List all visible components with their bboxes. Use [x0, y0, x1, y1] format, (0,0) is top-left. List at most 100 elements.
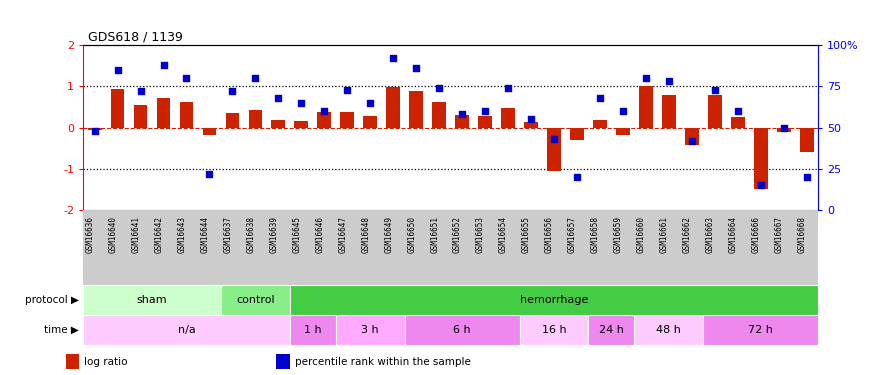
Bar — [616, 128, 630, 135]
Bar — [220, 285, 290, 315]
Point — [88, 128, 102, 134]
Bar — [271, 120, 285, 128]
Point — [524, 116, 538, 122]
Text: GSM16644: GSM16644 — [200, 216, 209, 253]
Point — [134, 88, 148, 94]
Bar — [294, 122, 308, 128]
Text: protocol ▶: protocol ▶ — [24, 295, 79, 305]
Bar — [708, 95, 722, 128]
Text: GSM16640: GSM16640 — [108, 216, 117, 253]
Text: 24 h: 24 h — [599, 325, 624, 335]
Point — [179, 75, 193, 81]
Bar — [404, 315, 520, 345]
Text: GSM16643: GSM16643 — [178, 216, 186, 253]
Point — [639, 75, 653, 81]
Text: sham: sham — [136, 295, 167, 305]
Point — [616, 108, 630, 114]
Text: GSM16646: GSM16646 — [315, 216, 325, 253]
Text: GSM16667: GSM16667 — [774, 216, 784, 253]
Text: time ▶: time ▶ — [44, 325, 79, 335]
Bar — [290, 315, 336, 345]
Bar — [662, 95, 676, 128]
Text: log ratio: log ratio — [84, 357, 128, 367]
Text: GDS618 / 1139: GDS618 / 1139 — [88, 30, 182, 43]
Text: GSM16666: GSM16666 — [752, 216, 760, 253]
Point — [455, 111, 469, 117]
Point — [731, 108, 745, 114]
Bar — [593, 120, 607, 128]
Bar — [455, 115, 469, 128]
Text: GSM16656: GSM16656 — [545, 216, 554, 253]
Point — [662, 78, 676, 84]
Bar — [704, 315, 818, 345]
Text: GSM16638: GSM16638 — [247, 216, 255, 253]
Point — [777, 124, 791, 130]
Point — [547, 136, 561, 142]
Bar — [410, 91, 423, 128]
Text: GSM16654: GSM16654 — [499, 216, 508, 253]
Bar — [634, 315, 704, 345]
Bar — [731, 117, 745, 128]
Text: 3 h: 3 h — [361, 325, 379, 335]
Bar — [290, 285, 818, 315]
Text: control: control — [236, 295, 275, 305]
Bar — [336, 315, 404, 345]
Point — [271, 95, 285, 101]
Point — [478, 108, 492, 114]
Text: GSM16639: GSM16639 — [270, 216, 278, 253]
Point — [157, 62, 171, 68]
Bar — [501, 108, 514, 128]
Bar — [589, 315, 634, 345]
Bar — [639, 86, 653, 128]
Text: 1 h: 1 h — [304, 325, 322, 335]
Bar — [248, 110, 262, 128]
Text: GSM16663: GSM16663 — [706, 216, 715, 253]
Text: GSM16647: GSM16647 — [339, 216, 347, 253]
Text: 72 h: 72 h — [748, 325, 774, 335]
Point — [685, 138, 699, 144]
Bar — [520, 315, 589, 345]
Text: GSM16668: GSM16668 — [798, 216, 807, 253]
Bar — [432, 102, 446, 128]
Text: GSM16645: GSM16645 — [292, 216, 301, 253]
Text: GSM16648: GSM16648 — [361, 216, 370, 253]
Text: GSM16636: GSM16636 — [86, 216, 94, 253]
Text: GSM16657: GSM16657 — [568, 216, 577, 253]
Point — [110, 67, 124, 73]
Text: GSM16658: GSM16658 — [591, 216, 600, 253]
Point — [501, 85, 515, 91]
Point — [340, 87, 354, 93]
Bar — [754, 128, 767, 189]
Text: GSM16662: GSM16662 — [682, 216, 692, 253]
Text: GSM16659: GSM16659 — [614, 216, 623, 253]
Point — [410, 65, 423, 71]
Bar — [387, 87, 400, 128]
Point — [800, 174, 814, 180]
Point — [593, 95, 607, 101]
Text: 48 h: 48 h — [656, 325, 682, 335]
Bar — [276, 354, 290, 369]
Text: GSM16653: GSM16653 — [476, 216, 485, 253]
Text: GSM16664: GSM16664 — [729, 216, 738, 253]
Point — [570, 174, 584, 180]
Bar — [83, 315, 290, 345]
Bar — [83, 285, 220, 315]
Text: hemorrhage: hemorrhage — [520, 295, 588, 305]
Text: GSM16642: GSM16642 — [155, 216, 164, 253]
Point — [294, 100, 308, 106]
Text: GSM16661: GSM16661 — [660, 216, 668, 253]
Text: GSM16649: GSM16649 — [384, 216, 393, 253]
Bar — [318, 112, 331, 128]
Point — [386, 55, 400, 61]
Bar — [179, 102, 193, 128]
Text: GSM16655: GSM16655 — [522, 216, 531, 253]
Text: GSM16651: GSM16651 — [430, 216, 439, 253]
Text: n/a: n/a — [178, 325, 195, 335]
Text: GSM16652: GSM16652 — [453, 216, 462, 253]
Text: GSM16660: GSM16660 — [637, 216, 646, 253]
Bar — [134, 105, 147, 128]
Bar — [88, 128, 102, 130]
Bar — [478, 116, 492, 128]
Bar — [66, 354, 79, 369]
Text: GSM16650: GSM16650 — [407, 216, 416, 253]
